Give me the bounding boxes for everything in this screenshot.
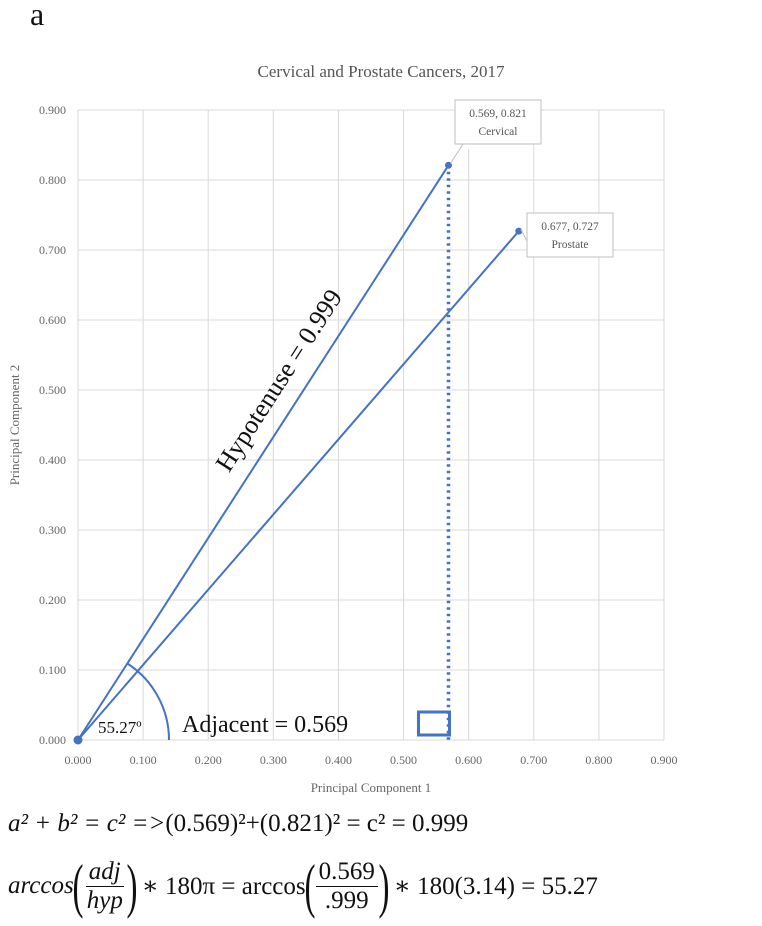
x-tick-label: 0.200 bbox=[195, 753, 222, 767]
x-tick-label: 0.100 bbox=[130, 753, 157, 767]
callout-box-prostate bbox=[526, 212, 614, 258]
pythagorean-equation: a² + b² = c² =>(0.569)²+(0.821)² = c² = … bbox=[8, 810, 468, 838]
origin-point bbox=[73, 735, 83, 745]
right-paren-2: ) bbox=[378, 853, 390, 919]
data-point-prostate bbox=[515, 227, 523, 235]
series-line-prostate bbox=[77, 230, 520, 741]
x-tick-label: 0.800 bbox=[585, 753, 612, 767]
y-tick-label: 0.900 bbox=[39, 103, 66, 117]
y-tick-label: 0.400 bbox=[39, 453, 66, 467]
data-label-coords-cervical: 0.569, 0.821 bbox=[469, 108, 527, 120]
x-tick-label: 0.400 bbox=[325, 753, 352, 767]
x-tick-label: 0.300 bbox=[260, 753, 287, 767]
hypotenuse-annotation: Hypotenuse = 0.999 bbox=[210, 284, 348, 477]
fraction-values: 0.569 .999 bbox=[315, 858, 378, 915]
data-label-coords-prostate: 0.677, 0.727 bbox=[541, 221, 599, 233]
y-tick-label: 0.000 bbox=[39, 733, 66, 747]
arccos-result: ∗ 180(3.14) = 55.27 bbox=[393, 873, 598, 900]
axes-layer: 0.000 0.100 0.200 0.300 0.400 0.500 0.600 0.700… bbox=[7, 103, 678, 795]
left-paren-1: ( bbox=[72, 853, 84, 919]
y-tick-label: 0.300 bbox=[39, 523, 66, 537]
data-label-name-prostate: Prostate bbox=[551, 239, 588, 251]
fraction-denominator-value: .999 bbox=[324, 886, 369, 914]
fraction-numerator-value: 0.569 bbox=[315, 858, 378, 887]
fraction-denominator-hyp: hyp bbox=[86, 886, 123, 914]
pythagorean-lhs: a² + b² = c² => bbox=[8, 810, 166, 837]
x-tick-label: 0.500 bbox=[390, 753, 417, 767]
right-paren-1: ) bbox=[126, 853, 138, 919]
y-tick-label: 0.100 bbox=[39, 663, 66, 677]
data-label-name-cervical: Cervical bbox=[479, 126, 518, 138]
y-tick-label: 0.600 bbox=[39, 313, 66, 327]
x-tick-label: 0.900 bbox=[651, 753, 678, 767]
series-line-cervical bbox=[77, 164, 450, 741]
panel-label: a bbox=[30, 0, 45, 32]
chart-plot: 0.000 0.100 0.200 0.300 0.400 0.500 0.600 0.700… bbox=[7, 99, 678, 795]
pythagorean-rhs: (0.569)²+(0.821)² = c² = 0.999 bbox=[165, 810, 469, 837]
grid-layer bbox=[77, 109, 665, 741]
fraction-adj-hyp: adj hyp bbox=[84, 858, 126, 915]
x-axis-label: Principal Component 1 bbox=[311, 780, 432, 795]
y-tick-label: 0.200 bbox=[39, 593, 66, 607]
callout-box-cervical bbox=[454, 99, 542, 145]
data-point-cervical bbox=[444, 161, 452, 169]
x-tick-label: 0.600 bbox=[455, 753, 482, 767]
chart-title: Cervical and Prostate Cancers, 2017 bbox=[257, 62, 505, 81]
arccos-middle: ∗ 180π = arccos bbox=[141, 873, 306, 900]
arccos-equation: arccos ( adj hyp ) ∗ 180π = arccos ( 0.5… bbox=[8, 850, 598, 922]
right-angle-marker bbox=[416, 710, 451, 737]
angle-annotation: 55.27º bbox=[98, 718, 142, 737]
y-tick-label: 0.500 bbox=[39, 383, 66, 397]
angle-arc bbox=[126, 662, 170, 741]
x-tick-label: 0.700 bbox=[520, 753, 547, 767]
left-paren-2: ( bbox=[304, 853, 316, 919]
mark-layer bbox=[73, 161, 523, 745]
callout-pointer-cervical bbox=[450, 143, 475, 164]
x-tick-label: 0.000 bbox=[65, 753, 92, 767]
y-axis-label: Principal Component 2 bbox=[7, 365, 22, 486]
fraction-numerator-adj: adj bbox=[85, 858, 124, 887]
y-tick-label: 0.800 bbox=[39, 173, 66, 187]
y-tick-label: 0.700 bbox=[39, 243, 66, 257]
arccos-label: arccos bbox=[8, 872, 74, 899]
adjacent-annotation: Adjacent = 0.569 bbox=[182, 712, 348, 738]
